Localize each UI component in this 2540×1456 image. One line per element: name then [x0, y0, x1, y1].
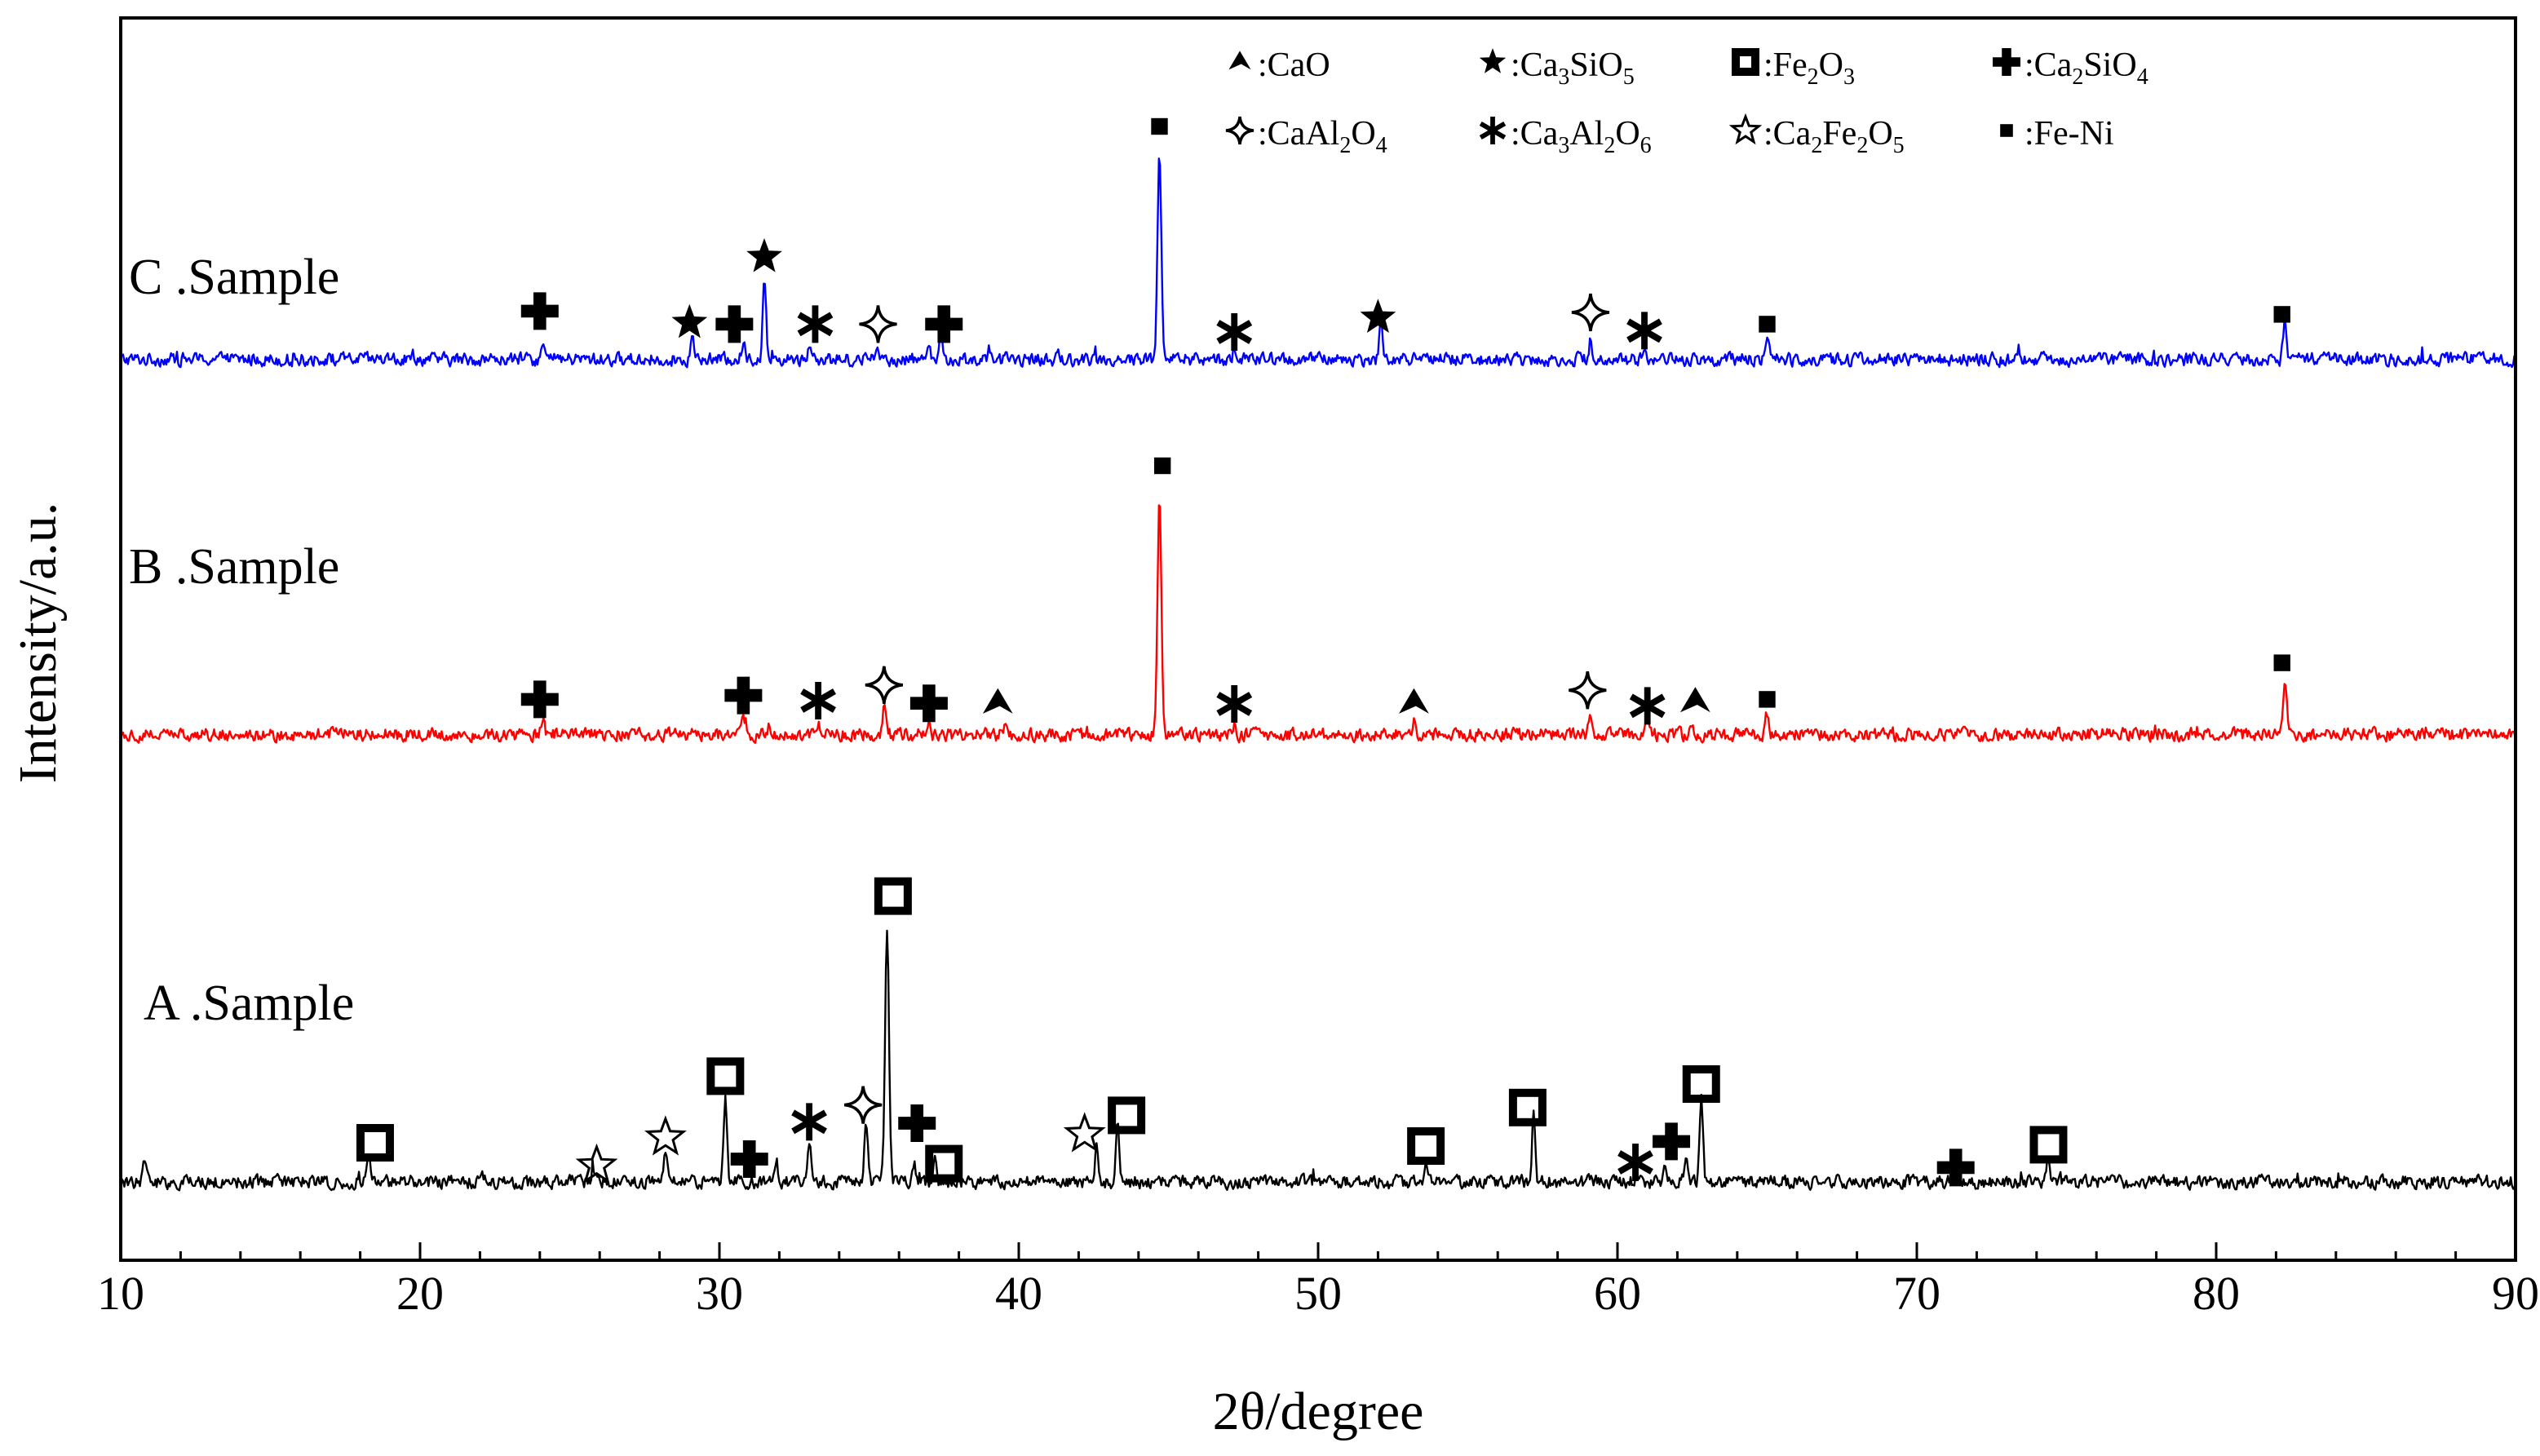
x-tick-label: 50	[1294, 1267, 1342, 1320]
plot-layer: C .Sample B .Sample A .Sample	[119, 157, 2517, 1192]
legend-marker-ca2sio4	[1993, 48, 2020, 76]
legend-marker-ca3al2o6	[1479, 117, 1507, 144]
peak-marker-ca3al2o6	[1626, 312, 1662, 350]
x-tick-label: 70	[1893, 1267, 1940, 1320]
peak-marker-ca2sio4	[909, 684, 948, 723]
legend-label: :Ca3SiO5	[1511, 46, 1635, 90]
legend-item-ca3al2o6: :Ca3Al2O6	[1479, 115, 1652, 158]
series-label: A .Sample	[144, 976, 354, 1031]
peak-marker-feni	[2273, 306, 2290, 323]
peak-marker-fe2o3	[356, 1124, 394, 1162]
x-tick-label: 40	[995, 1267, 1042, 1320]
legend-marker-ca3sio5	[1479, 48, 1507, 73]
peak-marker-feni	[2273, 654, 2290, 671]
peak-marker-caal2o4	[1569, 670, 1607, 710]
peak-marker-caal2o4	[859, 305, 897, 343]
legend-label: :CaO	[1258, 46, 1330, 84]
peak-marker-ca2fe2o5	[644, 1115, 687, 1156]
series-label: C .Sample	[129, 250, 339, 305]
peak-marker-fe2o3	[874, 877, 912, 915]
x-tick-label: 60	[1594, 1267, 1641, 1320]
marker-layer	[356, 117, 2290, 1187]
y-axis-title: Intensity/a.u.	[8, 502, 68, 784]
series-line-csample	[120, 157, 2516, 369]
peak-marker-ca3al2o6	[797, 305, 834, 343]
legend: :CaO :Ca3SiO5 :Fe2O3 :Ca2SiO4 :CaAl2O4 :Ca3Al…	[1225, 46, 2148, 158]
legend-marker-caal2o4	[1225, 116, 1255, 145]
peak-marker-feni	[1151, 117, 1168, 135]
peak-marker-caal2o4	[843, 1086, 883, 1124]
legend-item-ca3sio5: :Ca3SiO5	[1479, 46, 1635, 90]
peak-marker-ca3sio5	[746, 238, 782, 272]
peak-marker-cao	[1399, 688, 1429, 714]
legend-marker-cao	[1228, 51, 1251, 70]
legend-label: :Ca2SiO4	[2024, 46, 2148, 90]
peak-marker-ca2sio4	[520, 292, 559, 330]
peak-marker-ca3al2o6	[791, 1103, 827, 1141]
peak-marker-feni	[1153, 457, 1171, 475]
peak-marker-feni	[1759, 316, 1776, 333]
peak-marker-caal2o4	[865, 666, 904, 705]
legend-label: :Ca3Al2O6	[1511, 115, 1652, 158]
legend-label: :Fe2O3	[1763, 46, 1855, 90]
plot-frame	[119, 16, 2517, 1262]
series-line-bsample	[119, 504, 2517, 744]
legend-item-feni: :Fe-Ni	[2000, 115, 2114, 153]
x-tick-label: 30	[696, 1267, 743, 1320]
axis-layer: 10 20 30 40 50 60 70 80 90	[97, 16, 2539, 1320]
peak-marker-fe2o3	[1407, 1127, 1445, 1165]
legend-marker-fe2o3	[1732, 48, 1759, 76]
legend-marker-feni	[2000, 124, 2013, 137]
peak-marker-ca2sio4	[1653, 1122, 1691, 1161]
peak-marker-ca3al2o6	[1629, 687, 1666, 725]
peak-marker-caal2o4	[1571, 293, 1610, 332]
series-line-asample	[119, 929, 2517, 1192]
peak-marker-ca2sio4	[925, 305, 963, 343]
peak-marker-fe2o3	[1682, 1065, 1720, 1103]
legend-label: :Fe-Ni	[2024, 115, 2114, 153]
legend-item-ca2sio4: :Ca2SiO4	[1993, 46, 2148, 90]
peak-marker-ca2fe2o5	[575, 1143, 618, 1184]
peak-marker-feni	[1759, 691, 1776, 708]
peak-marker-fe2o3	[1108, 1096, 1146, 1135]
legend-item-ca2fe2o5: :Ca2Fe2O5	[1728, 113, 1905, 158]
legend-label: :CaAl2O4	[1258, 115, 1387, 158]
peak-marker-fe2o3	[925, 1144, 963, 1183]
peak-marker-fe2o3	[1508, 1088, 1547, 1126]
x-axis-title: 2θ/degree	[1213, 1382, 1424, 1441]
peak-marker-ca3al2o6	[800, 682, 836, 719]
x-tick-label: 90	[2492, 1267, 2539, 1320]
peak-marker-ca3sio5	[1360, 299, 1396, 333]
legend-item-cao: :CaO	[1228, 46, 1330, 84]
peak-marker-ca2sio4	[724, 676, 763, 715]
legend-label: :Ca2Fe2O5	[1763, 115, 1905, 158]
legend-item-caal2o4: :CaAl2O4	[1225, 115, 1387, 158]
peak-marker-ca2sio4	[520, 680, 559, 719]
peak-marker-ca3al2o6	[1216, 685, 1253, 723]
peak-marker-ca3al2o6	[1617, 1144, 1653, 1181]
peak-marker-ca2sio4	[898, 1104, 936, 1143]
legend-item-fe2o3: :Fe2O3	[1732, 46, 1855, 90]
peak-marker-ca2sio4	[715, 305, 754, 343]
series-label: B .Sample	[129, 539, 339, 595]
peak-marker-fe2o3	[2029, 1126, 2068, 1164]
peak-marker-cao	[982, 688, 1013, 714]
peak-marker-ca2sio4	[1936, 1148, 1975, 1187]
x-tick-label: 10	[97, 1267, 144, 1320]
peak-marker-ca3al2o6	[1216, 313, 1253, 351]
peak-marker-cao	[1680, 687, 1710, 713]
x-tick-label: 20	[396, 1267, 444, 1320]
peak-marker-ca2fe2o5	[1063, 1112, 1106, 1153]
peak-marker-ca2sio4	[730, 1140, 768, 1179]
peak-marker-ca3sio5	[671, 303, 708, 339]
peak-marker-fe2o3	[706, 1057, 745, 1095]
x-tick-label: 80	[2193, 1267, 2240, 1320]
legend-marker-ca2fe2o5	[1728, 113, 1763, 145]
